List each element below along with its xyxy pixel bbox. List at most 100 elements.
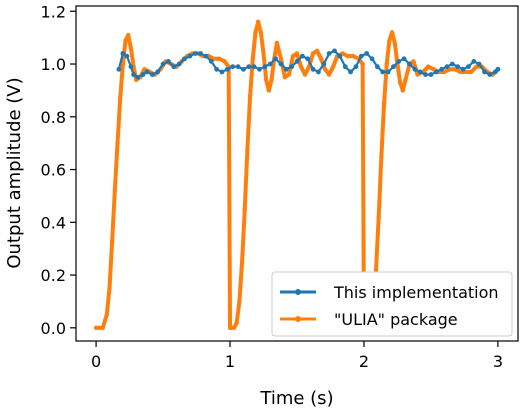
data-point-this-implementation: [391, 64, 396, 70]
y-tick-label: 0.2: [41, 266, 66, 285]
y-tick-label: 0.6: [41, 161, 66, 180]
data-point-this-implementation: [246, 64, 252, 70]
data-point-ulia-package: [109, 238, 115, 243]
data-point-this-implementation: [444, 64, 450, 70]
data-point-ulia-package: [322, 67, 328, 72]
data-point-this-implementation: [332, 48, 337, 54]
legend-label-this-implementation: This implementation: [333, 283, 499, 302]
data-point-ulia-package: [247, 93, 253, 98]
y-axis-label: Output amplitude (V): [4, 77, 25, 268]
legend-marker-this-implementation: [295, 289, 301, 295]
data-point-ulia-package: [118, 96, 123, 101]
data-point-this-implementation: [482, 69, 487, 75]
data-point-this-implementation: [364, 51, 370, 56]
data-point-this-implementation: [149, 72, 155, 77]
data-point-ulia-package: [360, 61, 365, 67]
data-point-this-implementation: [321, 61, 327, 67]
data-point-ulia-package: [426, 64, 431, 69]
data-point-ulia-package: [234, 320, 239, 325]
data-point-ulia-package: [93, 325, 99, 331]
x-tick-label: 3: [493, 352, 503, 371]
data-point-this-implementation: [369, 56, 375, 62]
data-point-this-implementation: [155, 69, 161, 75]
data-point-this-implementation: [160, 61, 166, 67]
data-point-this-implementation: [401, 56, 407, 62]
data-point-ulia-package: [326, 72, 332, 77]
data-point-this-implementation: [342, 64, 348, 70]
data-point-ulia-package: [120, 61, 126, 67]
data-point-ulia-package: [376, 214, 381, 220]
data-point-this-implementation: [176, 61, 182, 67]
data-point-ulia-package: [107, 286, 112, 291]
data-point-this-implementation: [423, 72, 428, 77]
data-point-this-implementation: [487, 72, 493, 77]
data-point-ulia-package: [379, 154, 384, 159]
data-point-this-implementation: [305, 56, 311, 62]
data-point-this-implementation: [407, 61, 412, 67]
data-point-ulia-package: [253, 30, 258, 35]
data-point-ulia-package: [282, 75, 288, 80]
data-point-ulia-package: [255, 19, 261, 25]
data-point-ulia-package: [403, 77, 408, 83]
plot-frame: [75, 5, 519, 342]
data-point-ulia-package: [269, 77, 274, 83]
x-axis-ticks: 0 1 2 3: [91, 341, 503, 371]
data-point-this-implementation: [417, 69, 423, 75]
data-point-ulia-package: [318, 56, 324, 61]
data-point-this-implementation: [278, 61, 284, 67]
data-point-ulia-package: [112, 188, 118, 193]
data-point-ulia-package: [400, 88, 406, 93]
data-point-this-implementation: [466, 64, 471, 70]
data-point-this-implementation: [214, 66, 220, 72]
y-tick-label: 0.4: [41, 213, 66, 232]
data-point-ulia-package: [217, 56, 222, 61]
data-point-this-implementation: [433, 69, 439, 75]
data-point-ulia-package: [261, 51, 266, 56]
data-point-ulia-package: [237, 299, 242, 304]
data-point-this-implementation: [326, 51, 332, 56]
data-point-ulia-package: [128, 46, 134, 51]
data-point-this-implementation: [257, 66, 262, 72]
data-point-ulia-package: [384, 61, 389, 67]
data-point-this-implementation: [203, 53, 209, 59]
data-point-this-implementation: [198, 51, 203, 56]
data-point-this-implementation: [471, 58, 477, 64]
data-point-this-implementation: [289, 64, 295, 70]
data-point-ulia-package: [302, 72, 308, 77]
legend-box: [271, 271, 513, 337]
data-point-this-implementation: [144, 69, 150, 75]
x-tick-label: 2: [359, 352, 369, 371]
x-tick-label: 1: [225, 352, 235, 371]
data-point-ulia-package: [310, 51, 316, 56]
data-point-this-implementation: [120, 51, 126, 56]
data-point-this-implementation: [455, 64, 461, 70]
data-point-this-implementation: [337, 53, 343, 59]
data-point-this-implementation: [192, 51, 198, 56]
y-tick-label: 1.0: [41, 55, 66, 74]
data-point-ulia-package: [330, 64, 336, 69]
data-point-this-implementation: [348, 69, 353, 75]
data-point-this-implementation: [135, 74, 141, 80]
data-point-this-implementation: [353, 64, 359, 70]
data-point-this-implementation: [310, 66, 316, 72]
data-point-ulia-package: [263, 77, 269, 83]
data-point-ulia-package: [392, 40, 397, 46]
data-point-this-implementation: [235, 64, 241, 70]
data-point-this-implementation: [116, 66, 122, 72]
data-point-ulia-package: [222, 59, 227, 64]
y-tick-label: 0.0: [41, 319, 66, 338]
data-point-this-implementation: [187, 53, 193, 59]
legend: This implementation "ULIA" package: [271, 271, 513, 337]
series-this-implementation: [116, 48, 501, 80]
data-point-this-implementation: [131, 72, 136, 77]
data-point-ulia-package: [351, 53, 356, 59]
data-point-this-implementation: [283, 66, 289, 72]
data-point-ulia-package: [239, 259, 245, 265]
data-point-this-implementation: [140, 72, 146, 77]
data-point-ulia-package: [290, 53, 296, 59]
data-point-ulia-package: [345, 53, 351, 59]
legend-marker-ulia-package: [295, 316, 301, 322]
data-point-ulia-package: [373, 267, 379, 272]
data-point-ulia-package: [278, 56, 284, 61]
